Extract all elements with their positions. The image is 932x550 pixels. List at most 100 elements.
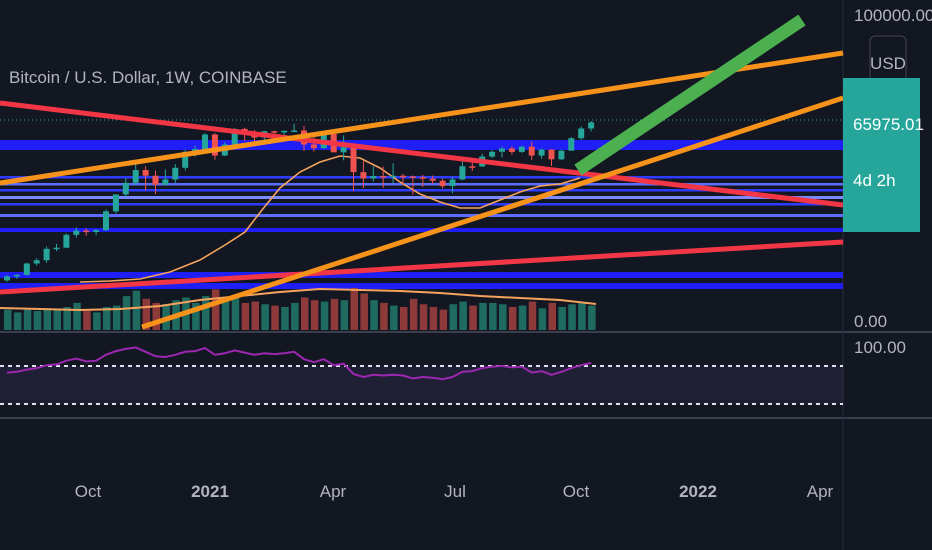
- volume-bar: [202, 296, 210, 330]
- volume-bar: [251, 301, 259, 330]
- candle-body: [518, 146, 525, 152]
- volume-bar: [459, 301, 467, 330]
- level-band-9[interactable]: [0, 272, 843, 278]
- red-descending-trendline[interactable]: [0, 100, 844, 208]
- volume-bar: [53, 309, 61, 330]
- time-label-2021: 2021: [191, 482, 229, 501]
- candle-body: [419, 177, 426, 179]
- volume-bar: [499, 304, 507, 330]
- candle-body: [132, 170, 139, 183]
- level-band-10[interactable]: [0, 283, 843, 289]
- volume-bar: [221, 300, 230, 330]
- bar-countdown: 4d 2h: [853, 171, 896, 190]
- level-6[interactable]: [0, 203, 843, 206]
- candle-body: [508, 148, 515, 152]
- volume-bar: [528, 301, 537, 330]
- candle-body: [182, 151, 189, 168]
- candle-body: [142, 170, 149, 176]
- candle-body: [63, 234, 70, 248]
- volume-bar: [142, 298, 151, 330]
- volume-bar: [548, 302, 556, 330]
- candle-body: [489, 151, 496, 157]
- volume-bar: [291, 302, 299, 330]
- trendlines: [0, 14, 844, 330]
- volume-bar: [103, 306, 111, 330]
- level-4[interactable]: [0, 189, 843, 192]
- level-5[interactable]: [0, 196, 843, 199]
- candle-body: [281, 130, 288, 133]
- price-moving-average: [79, 155, 581, 283]
- volume-bar: [508, 306, 517, 330]
- volume-bar: [261, 304, 269, 330]
- volume-bar: [370, 300, 378, 330]
- volume-bar: [518, 305, 527, 330]
- volume-bar: [112, 305, 121, 330]
- candle-body: [469, 166, 476, 168]
- volume-bar: [538, 308, 547, 330]
- candle-body: [409, 176, 416, 178]
- candle-body: [459, 166, 466, 180]
- candle-body: [122, 182, 129, 195]
- candle-body: [588, 122, 595, 129]
- level-7[interactable]: [0, 214, 843, 217]
- price-axis-top-label: 100000.00: [854, 6, 932, 25]
- volume-bar: [4, 309, 12, 330]
- rsi-pane: [0, 346, 843, 405]
- volume-bar: [400, 306, 408, 330]
- volume-bar: [479, 302, 487, 330]
- candle-body: [13, 274, 20, 277]
- volume-bar: [320, 301, 329, 330]
- candle-body: [568, 138, 575, 151]
- volume-bar: [330, 298, 339, 330]
- candle-body: [93, 230, 100, 232]
- candle-body: [400, 175, 406, 178]
- orange-upper-trendline[interactable]: [0, 50, 844, 186]
- volume-bar: [192, 302, 200, 330]
- rsi-band-fill: [0, 366, 843, 404]
- volume-bar: [13, 312, 22, 330]
- candle-body: [310, 144, 317, 149]
- volume-bar: [23, 309, 32, 330]
- price-axis[interactable]: 100000.00 USD 65975.01 4d 2h 0.00 100.00: [843, 6, 932, 357]
- level-3[interactable]: [0, 183, 843, 186]
- candle-body: [211, 134, 218, 156]
- candle-body: [360, 172, 367, 179]
- volume-bar: [33, 311, 42, 330]
- level-8[interactable]: [0, 228, 843, 232]
- volume-bar: [241, 302, 250, 330]
- volume-bar: [360, 293, 368, 330]
- volume-bar: [419, 304, 428, 330]
- volume-bar: [83, 311, 91, 330]
- time-axis[interactable]: Oct 2021 Apr Jul Oct 2022 Apr: [75, 482, 834, 501]
- candle-body: [202, 134, 208, 150]
- candle-body: [548, 149, 555, 160]
- volume-bar: [122, 296, 131, 330]
- candle-body: [271, 131, 278, 133]
- time-label-oct-2021: Oct: [563, 482, 590, 501]
- price-tag-value: 65975.01: [853, 115, 924, 134]
- orange-lower-trendline[interactable]: [141, 95, 844, 330]
- volume-bar: [73, 302, 81, 330]
- time-label-apr-2022: Apr: [807, 482, 834, 501]
- volume-bar: [211, 289, 220, 330]
- volume-bar: [578, 302, 586, 330]
- candle-body: [231, 128, 238, 145]
- volume-bar: [409, 298, 418, 330]
- volume-bar: [271, 305, 279, 330]
- green-projection-line[interactable]: [574, 14, 806, 176]
- volume-moving-average: [0, 287, 597, 312]
- candle-body: [152, 175, 159, 185]
- candle-body: [73, 230, 80, 235]
- candle-body: [103, 211, 109, 231]
- red-ascending-trendline[interactable]: [0, 239, 844, 295]
- price-tag: [843, 78, 920, 232]
- volume-bar: [281, 306, 289, 330]
- symbol-title: Bitcoin / U.S. Dollar, 1W, COINBASE: [9, 68, 287, 87]
- volume-bar: [558, 306, 566, 330]
- volume-bar: [310, 300, 319, 330]
- candle-body: [350, 147, 357, 173]
- level-band-1[interactable]: [0, 140, 843, 150]
- volume-bar: [132, 290, 141, 330]
- time-label-jul-2021: Jul: [444, 482, 466, 501]
